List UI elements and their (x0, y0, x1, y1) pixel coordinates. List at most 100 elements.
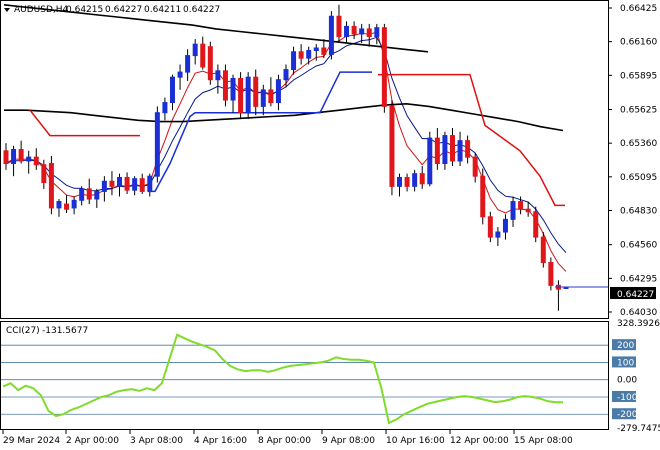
price-tick-label: 0.64560 (620, 241, 657, 251)
cci-tick: 328.3926 (617, 319, 660, 329)
candle (374, 23, 380, 45)
cci-line (2, 333, 564, 425)
ohlc-open: 0.64215 (66, 5, 103, 15)
candle-body (366, 28, 372, 38)
candle (495, 226, 501, 246)
candle (344, 21, 350, 43)
cci-level-box (612, 339, 636, 351)
candle-body (328, 15, 334, 55)
candle (200, 36, 206, 70)
candle (109, 171, 115, 196)
candle (185, 49, 191, 81)
candle-body (48, 162, 54, 209)
candle-body (381, 27, 387, 107)
cci-tick: 200 (612, 339, 636, 351)
candle-body (56, 201, 62, 209)
candle (238, 72, 244, 120)
cci-indicator-pane[interactable] (0, 321, 609, 430)
candle-body (260, 89, 266, 107)
candle-body (79, 188, 85, 201)
cci-tick-label: -279.7475 (617, 424, 660, 434)
candle (48, 155, 54, 215)
price-tick-label: 0.65625 (620, 106, 657, 116)
candle-body (336, 15, 342, 38)
candle (359, 23, 365, 43)
candle-body (472, 156, 478, 177)
candle (11, 145, 17, 177)
candle (222, 64, 228, 107)
candle (33, 148, 39, 170)
indicator-value: -131.5677 (42, 326, 88, 336)
candle (215, 64, 221, 94)
candle-body (86, 188, 92, 200)
symbol-timeframe: AUDUSD,H4 (14, 5, 69, 15)
candle-body (495, 231, 501, 238)
candle (245, 72, 251, 120)
triangle-down-icon[interactable] (4, 8, 10, 12)
price-tick-label: 0.64830 (620, 206, 657, 216)
time-tick-label: 2 Apr 00:00 (66, 436, 119, 446)
time-tick-label: 8 Apr 00:00 (258, 436, 311, 446)
moving-average-line (4, 102, 564, 132)
candle-body (117, 176, 123, 187)
main-price-pane[interactable] (0, 0, 609, 319)
candle (404, 173, 410, 192)
candle (26, 150, 32, 174)
candle-body (230, 77, 236, 101)
candle-body (132, 178, 138, 191)
candle (465, 135, 471, 164)
candle-body (502, 218, 508, 233)
moving-average-line (3, 4, 429, 53)
indicator-name: CCI(27) (6, 326, 40, 336)
candle (298, 44, 304, 65)
candle (291, 46, 297, 75)
ohlc-high: 0.64227 (105, 5, 142, 15)
candle-body (480, 175, 486, 218)
candle-body (457, 140, 463, 162)
candle (412, 169, 418, 192)
cci-tick-label: 328.3926 (617, 319, 660, 329)
candle-body (283, 69, 289, 81)
time-tick-label: 3 Apr 08:00 (130, 436, 183, 446)
candle (79, 186, 85, 206)
price-tick-label: 0.64030 (620, 308, 657, 318)
candle-body (245, 76, 251, 114)
candle-body (298, 51, 304, 59)
trailing-stop-upper (29, 109, 140, 137)
candle-body (344, 25, 350, 38)
candle (117, 173, 123, 197)
candle (389, 100, 395, 196)
candle-body (222, 70, 228, 101)
candle-body (185, 55, 191, 73)
candle (192, 39, 198, 65)
candle-body (147, 175, 153, 192)
candle (449, 127, 455, 167)
candle (101, 176, 107, 202)
candle (419, 166, 425, 189)
candle (366, 23, 372, 47)
candle-body (351, 25, 357, 35)
price-tick-label: 0.66160 (620, 38, 657, 48)
cci-tick-label: 200 (617, 341, 634, 351)
candle (207, 41, 213, 85)
trailing-stop-upper (378, 73, 565, 207)
candle-body (548, 261, 554, 286)
cci-level-box (612, 356, 636, 368)
candle (64, 195, 70, 213)
current-price-label: 0.64227 (617, 290, 654, 300)
candle (321, 39, 327, 59)
candle (268, 77, 274, 107)
candle-body (465, 140, 471, 158)
time-tick-label: 12 Apr 00:00 (450, 436, 509, 446)
time-tick-label: 29 Mar 2024 (3, 436, 60, 446)
candle-body (200, 43, 206, 68)
cci-tick-label: 100 (617, 358, 634, 368)
candle (518, 196, 524, 215)
candle (275, 74, 281, 111)
candle-body (71, 199, 77, 209)
candle-body (359, 28, 365, 35)
candle (162, 97, 168, 121)
candle (3, 143, 9, 170)
